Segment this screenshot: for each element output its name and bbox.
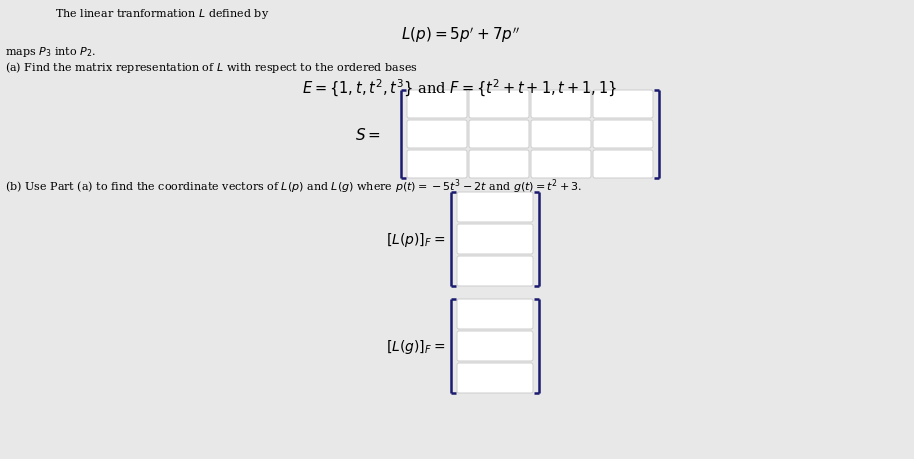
- Text: The linear tranformation $L$ defined by: The linear tranformation $L$ defined by: [55, 7, 270, 21]
- FancyBboxPatch shape: [469, 151, 529, 179]
- FancyBboxPatch shape: [407, 151, 467, 179]
- FancyBboxPatch shape: [593, 151, 653, 179]
- Text: maps $P_3$ into $P_2$.: maps $P_3$ into $P_2$.: [5, 45, 96, 59]
- FancyBboxPatch shape: [593, 121, 653, 149]
- Text: $[L(p)]_F = $: $[L(p)]_F = $: [386, 230, 445, 248]
- FancyBboxPatch shape: [469, 121, 529, 149]
- Text: $L(p) = 5p' + 7p''$: $L(p) = 5p' + 7p''$: [400, 25, 519, 45]
- Text: $S = $: $S = $: [356, 127, 381, 143]
- FancyBboxPatch shape: [457, 193, 533, 223]
- Text: $[L(g)]_F = $: $[L(g)]_F = $: [386, 337, 445, 355]
- FancyBboxPatch shape: [531, 121, 591, 149]
- FancyBboxPatch shape: [531, 151, 591, 179]
- FancyBboxPatch shape: [407, 121, 467, 149]
- FancyBboxPatch shape: [469, 91, 529, 119]
- FancyBboxPatch shape: [407, 91, 467, 119]
- FancyBboxPatch shape: [531, 91, 591, 119]
- FancyBboxPatch shape: [457, 331, 533, 361]
- FancyBboxPatch shape: [457, 299, 533, 329]
- FancyBboxPatch shape: [457, 257, 533, 286]
- FancyBboxPatch shape: [593, 91, 653, 119]
- Text: (b) Use Part (a) to find the coordinate vectors of $L(p)$ and $L(g)$ where $p(t): (b) Use Part (a) to find the coordinate …: [5, 177, 582, 195]
- FancyBboxPatch shape: [457, 224, 533, 254]
- Text: (a) Find the matrix representation of $L$ with respect to the ordered bases: (a) Find the matrix representation of $L…: [5, 60, 418, 75]
- Text: $E = \{1, t, t^2, t^3\}$ and $F = \{t^2 + t + 1, t + 1, 1\}$: $E = \{1, t, t^2, t^3\}$ and $F = \{t^2 …: [303, 78, 618, 99]
- FancyBboxPatch shape: [457, 363, 533, 393]
